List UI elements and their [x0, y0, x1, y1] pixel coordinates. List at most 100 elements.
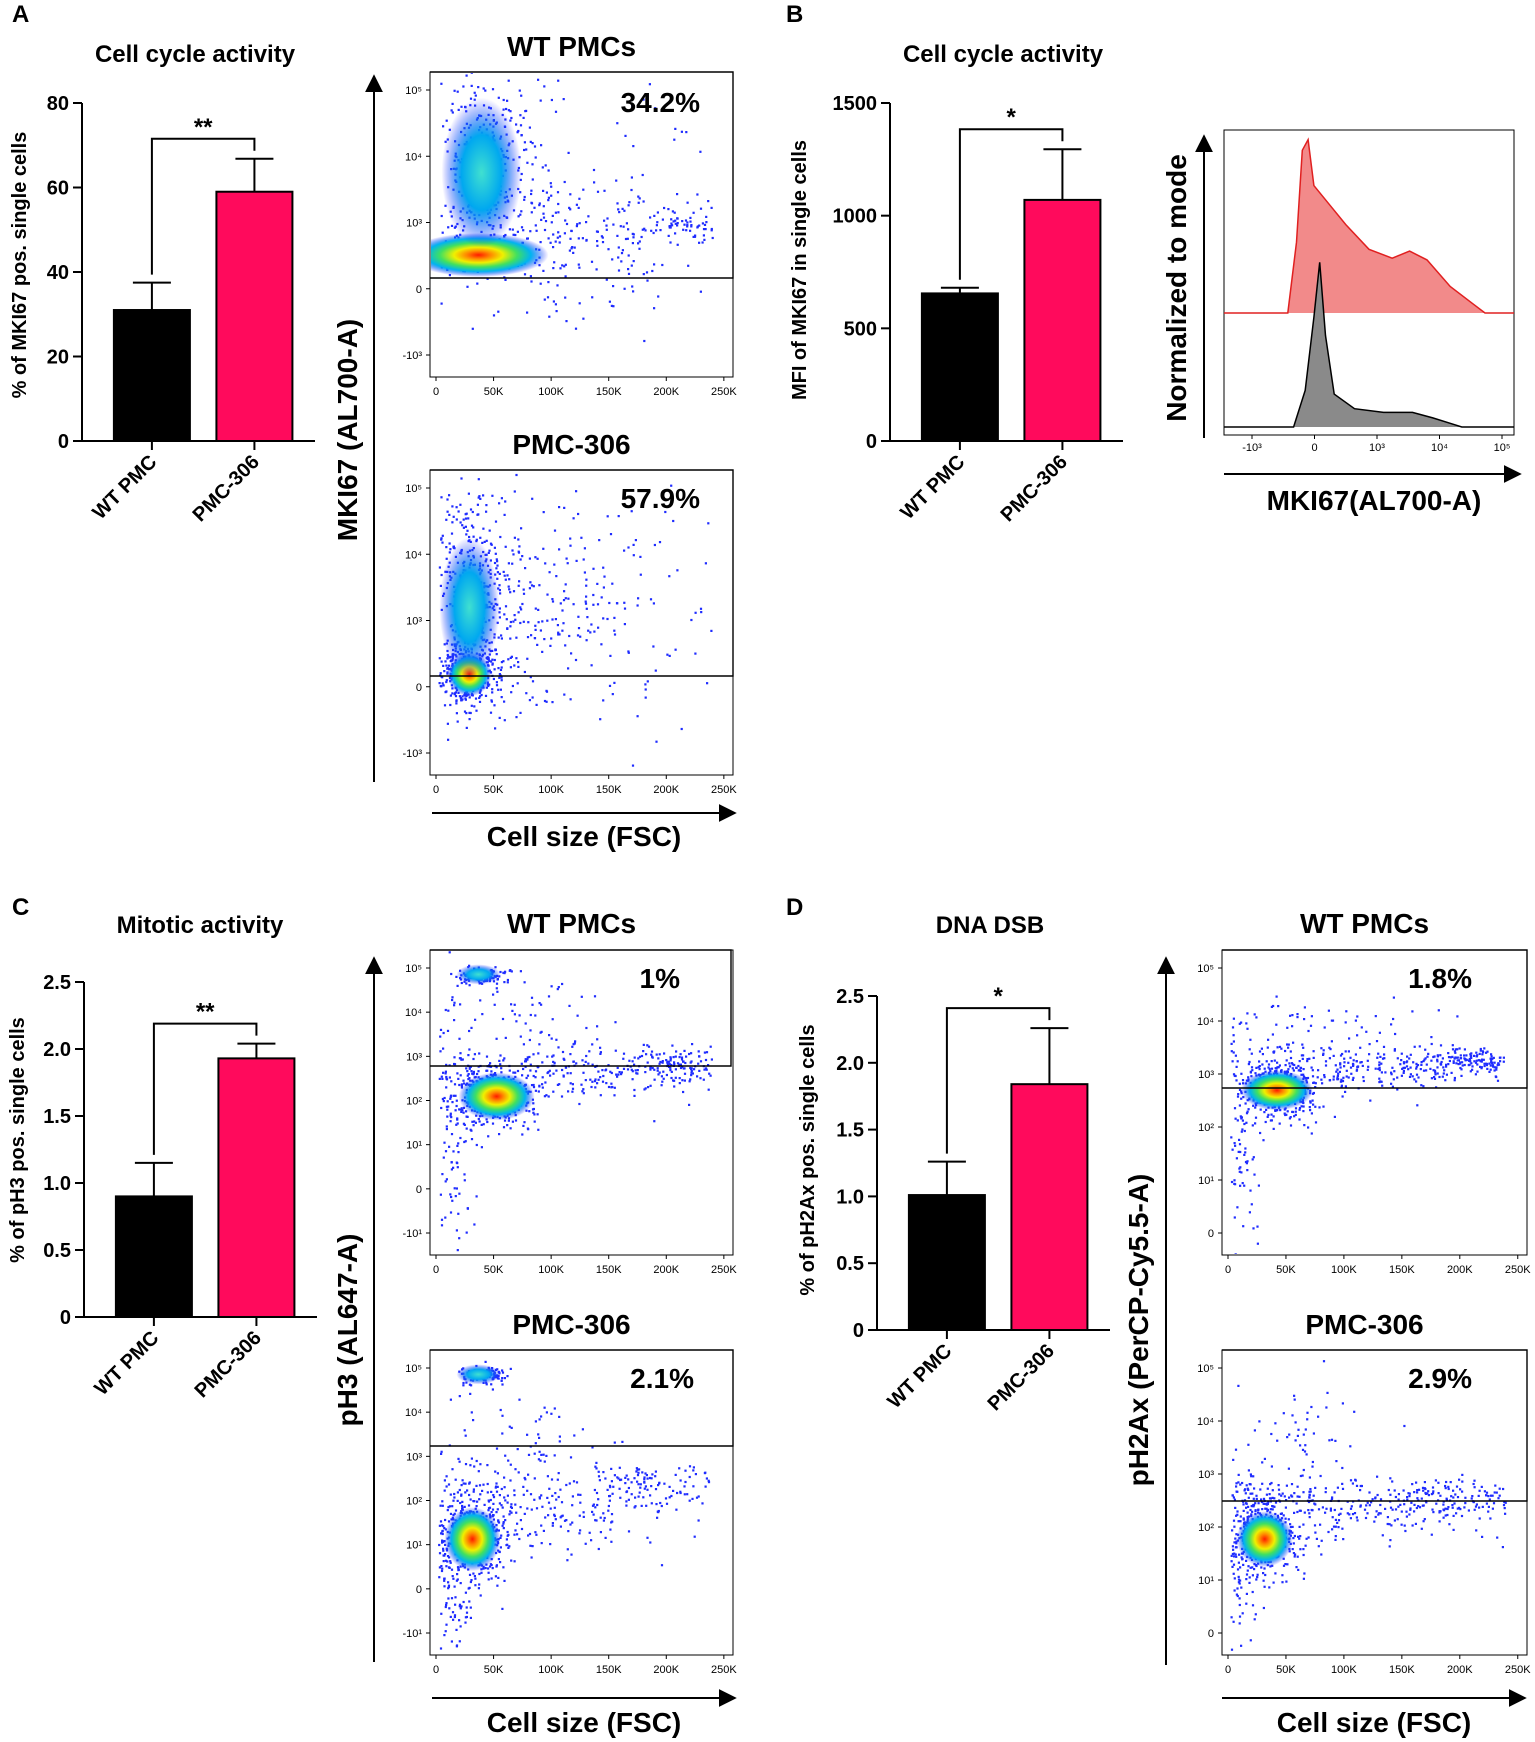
- x-axis-label: MKI67(AL700-A): [1267, 485, 1482, 516]
- event-dot: [707, 1064, 710, 1067]
- event-dot: [566, 1072, 569, 1075]
- event-dot: [576, 634, 580, 637]
- event-dot: [1251, 1069, 1254, 1072]
- event-dot: [696, 193, 699, 196]
- event-dot: [600, 596, 603, 599]
- event-dot: [485, 62, 487, 64]
- event-dot: [551, 1055, 554, 1058]
- event-dot: [661, 1080, 664, 1083]
- event-dot: [512, 590, 516, 593]
- event-dot: [1483, 1062, 1486, 1065]
- y-tick-label: 10⁴: [405, 1007, 422, 1019]
- event-dot: [478, 1572, 481, 1576]
- event-dot: [506, 1501, 509, 1504]
- event-dot: [463, 1082, 466, 1085]
- event-dot: [674, 222, 677, 225]
- event-dot: [483, 1503, 486, 1506]
- event-dot: [1344, 1050, 1347, 1053]
- event-dot: [1465, 1054, 1468, 1057]
- event-dot: [1344, 1090, 1347, 1093]
- event-dot: [467, 517, 470, 520]
- event-dot: [603, 219, 606, 222]
- event-dot: [602, 699, 605, 702]
- event-dot: [1269, 1119, 1272, 1122]
- event-dot: [556, 1478, 559, 1481]
- event-dot: [592, 168, 596, 172]
- event-dot: [596, 1038, 599, 1041]
- event-dot: [469, 711, 472, 715]
- event-dot: [472, 526, 475, 529]
- event-dot: [545, 1454, 548, 1457]
- event-dot: [1405, 1065, 1409, 1068]
- event-dot: [490, 1490, 493, 1493]
- event-dot: [1320, 1078, 1323, 1081]
- event-dot: [581, 237, 584, 240]
- event-dot: [564, 597, 567, 600]
- event-dot: [1339, 1066, 1342, 1069]
- event-dot: [696, 225, 699, 228]
- event-dot: [549, 241, 552, 244]
- x-tick-label: 150K: [596, 1664, 622, 1676]
- event-dot: [644, 688, 647, 691]
- event-dot: [1322, 1105, 1325, 1108]
- event-dot: [613, 1441, 616, 1444]
- event-dot: [498, 1502, 501, 1505]
- event-dot: [468, 1573, 472, 1576]
- event-dot: [1308, 1106, 1311, 1109]
- event-dot: [458, 1192, 461, 1195]
- event-dot: [577, 512, 580, 516]
- event-dot: [486, 1120, 489, 1124]
- event-dot: [669, 241, 672, 244]
- event-dot: [493, 546, 496, 549]
- event-dot: [461, 698, 464, 701]
- event-dot: [478, 1498, 481, 1501]
- event-dot: [539, 629, 542, 632]
- event-dot: [602, 1512, 605, 1515]
- event-dot: [688, 1475, 691, 1479]
- event-dot: [476, 1072, 479, 1076]
- event-dot: [648, 1476, 652, 1480]
- event-dot: [530, 192, 533, 196]
- event-dot: [505, 1538, 508, 1541]
- gate-box: [430, 469, 734, 677]
- event-dot: [557, 631, 560, 634]
- event-dot: [1409, 1073, 1412, 1076]
- event-dot: [693, 1535, 696, 1538]
- event-dot: [578, 197, 581, 200]
- event-dot: [440, 1218, 444, 1221]
- event-dot: [641, 1471, 644, 1474]
- event-dot: [1347, 1061, 1350, 1064]
- event-dot: [542, 189, 545, 192]
- event-dot: [497, 1558, 500, 1561]
- event-dot: [498, 616, 501, 619]
- event-dot: [447, 1506, 450, 1509]
- event-dot: [457, 1212, 460, 1215]
- event-dot: [499, 688, 502, 691]
- event-dot: [500, 676, 503, 679]
- event-dot: [686, 201, 689, 204]
- event-dot: [487, 1571, 490, 1574]
- event-dot: [653, 307, 656, 310]
- event-dot: [625, 1500, 628, 1503]
- event-dot: [591, 296, 594, 299]
- event-dot: [516, 682, 519, 685]
- event-dot: [618, 1466, 621, 1469]
- event-dot: [699, 150, 702, 153]
- event-dot: [502, 1521, 505, 1524]
- event-dot: [686, 223, 689, 227]
- event-dot: [1314, 1121, 1318, 1124]
- event-dot: [591, 1043, 594, 1046]
- event-dot: [599, 718, 602, 721]
- event-dot: [630, 264, 633, 267]
- event-dot: [1232, 1073, 1236, 1076]
- event-dot: [564, 296, 567, 299]
- event-dot: [472, 535, 475, 538]
- event-dot: [467, 1587, 470, 1590]
- event-dot: [503, 1057, 506, 1060]
- event-dot: [492, 677, 495, 681]
- event-dot: [1278, 1045, 1282, 1048]
- event-dot: [464, 698, 467, 701]
- event-dot: [1416, 1064, 1420, 1067]
- event-dot: [1237, 1093, 1240, 1096]
- event-dot: [470, 704, 473, 707]
